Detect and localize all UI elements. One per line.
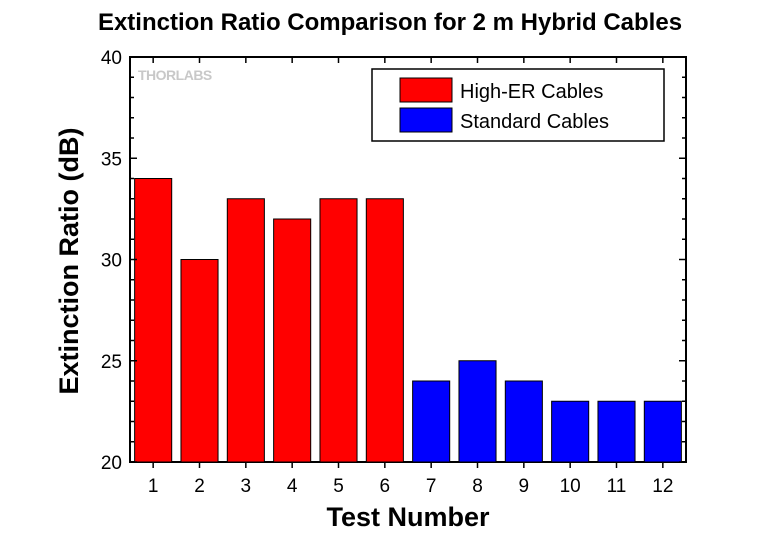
- x-tick-label: 10: [560, 476, 581, 497]
- x-tick-label: 2: [194, 476, 205, 497]
- y-axis: 20 25 30 35 40: [101, 48, 686, 474]
- bar-test-4: [273, 218, 312, 463]
- legend-label: Standard Cables: [460, 111, 609, 133]
- legend-label: High-ER Cables: [460, 81, 603, 103]
- x-tick-label: 3: [241, 476, 252, 497]
- x-tick-label: 1: [148, 476, 159, 497]
- x-tick-label: 11: [607, 476, 627, 497]
- x-tick-label: 8: [472, 476, 483, 497]
- x-tick-label: 5: [333, 476, 344, 497]
- x-axis: 1 2 3 4 5 6 7 8 9 10 11 12: [148, 57, 673, 497]
- chart-title: Extinction Ratio Comparison for 2 m Hybr…: [98, 9, 682, 36]
- y-tick-label: 30: [101, 251, 122, 272]
- bar-test-7: [412, 380, 451, 463]
- x-tick-label: 12: [652, 476, 673, 497]
- y-tick-label: 25: [101, 352, 122, 373]
- bar-test-5: [319, 198, 358, 463]
- bar-test-2: [180, 259, 219, 463]
- y-tick-label: 20: [101, 453, 122, 474]
- x-tick-label: 9: [519, 476, 530, 497]
- x-tick-label: 4: [287, 476, 298, 497]
- bar-test-10: [551, 400, 590, 463]
- bars: [134, 178, 682, 463]
- bar-test-6: [365, 198, 404, 463]
- x-axis-label: Test Number: [326, 502, 490, 532]
- legend: High-ER Cables Standard Cables: [371, 68, 665, 142]
- x-tick-label: 7: [426, 476, 437, 497]
- bar-test-9: [504, 380, 543, 463]
- bar-test-12: [643, 400, 682, 463]
- thorlabs-logo: THORLABS: [138, 67, 212, 83]
- bar-test-11: [597, 400, 636, 463]
- y-axis-label: Extinction Ratio (dB): [54, 128, 84, 395]
- y-tick-label: 40: [101, 48, 122, 69]
- y-tick-label: 35: [101, 149, 122, 170]
- bar-test-8: [458, 360, 497, 463]
- legend-swatch: [399, 77, 453, 103]
- x-tick-label: 6: [380, 476, 391, 497]
- bar-test-1: [134, 178, 173, 463]
- bar-test-3: [226, 198, 265, 463]
- legend-swatch: [399, 107, 453, 133]
